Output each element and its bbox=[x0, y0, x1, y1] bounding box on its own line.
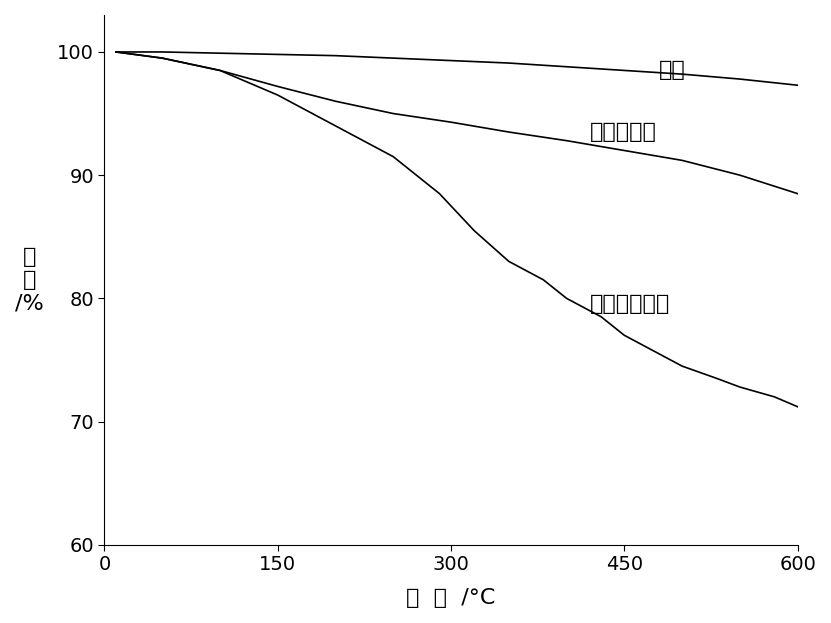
Text: 核壳型固定相: 核壳型固定相 bbox=[590, 295, 670, 315]
Text: 硬球: 硬球 bbox=[659, 60, 686, 80]
Text: 羟基化硬球: 羟基化硬球 bbox=[590, 122, 656, 142]
Y-axis label: 失
重
/%: 失 重 /% bbox=[15, 247, 44, 313]
X-axis label: 温  度  /°C: 温 度 /°C bbox=[406, 588, 495, 608]
